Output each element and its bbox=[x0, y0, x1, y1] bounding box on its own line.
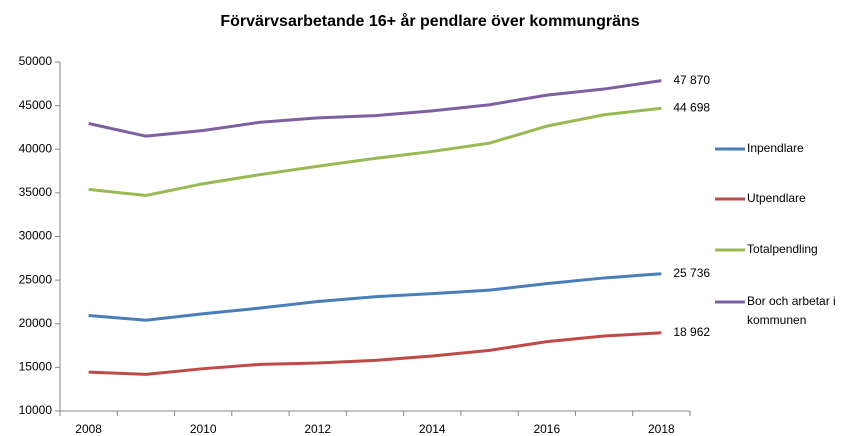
x-tick-label: 2016 bbox=[533, 422, 560, 436]
y-tick-label: 10000 bbox=[19, 403, 53, 417]
series-line bbox=[88, 106, 662, 198]
y-tick-label: 50000 bbox=[19, 54, 53, 68]
y-tick-label: 40000 bbox=[19, 141, 53, 155]
x-tick-label: 2014 bbox=[419, 422, 446, 436]
legend-label: Totalpendling bbox=[747, 242, 818, 256]
x-tick-label: 2012 bbox=[304, 422, 331, 436]
chart-title: Förvärvsarbetande 16+ år pendlare över k… bbox=[220, 12, 639, 30]
series-line bbox=[88, 331, 662, 376]
x-tick-label: 2018 bbox=[648, 422, 675, 436]
x-tick-label: 2010 bbox=[190, 422, 217, 436]
data-label: 18 962 bbox=[673, 325, 710, 339]
x-tick-label: 2008 bbox=[75, 422, 102, 436]
data-label: 25 736 bbox=[673, 266, 710, 280]
data-label: 44 698 bbox=[673, 100, 710, 114]
legend-label: Bor och arbetar i kommunen bbox=[747, 294, 836, 327]
legend-label: Inpendlare bbox=[747, 141, 804, 155]
y-tick-label: 45000 bbox=[19, 98, 53, 112]
y-tick-label: 30000 bbox=[19, 229, 53, 243]
data-label: 47 870 bbox=[673, 73, 710, 87]
y-tick-label: 20000 bbox=[19, 316, 53, 330]
legend-label: Utpendlare bbox=[747, 191, 806, 205]
y-tick-label: 35000 bbox=[19, 185, 53, 199]
y-tick-label: 25000 bbox=[19, 272, 53, 286]
series-line bbox=[88, 79, 662, 138]
y-tick-label: 15000 bbox=[19, 360, 53, 374]
series-line bbox=[88, 272, 662, 322]
